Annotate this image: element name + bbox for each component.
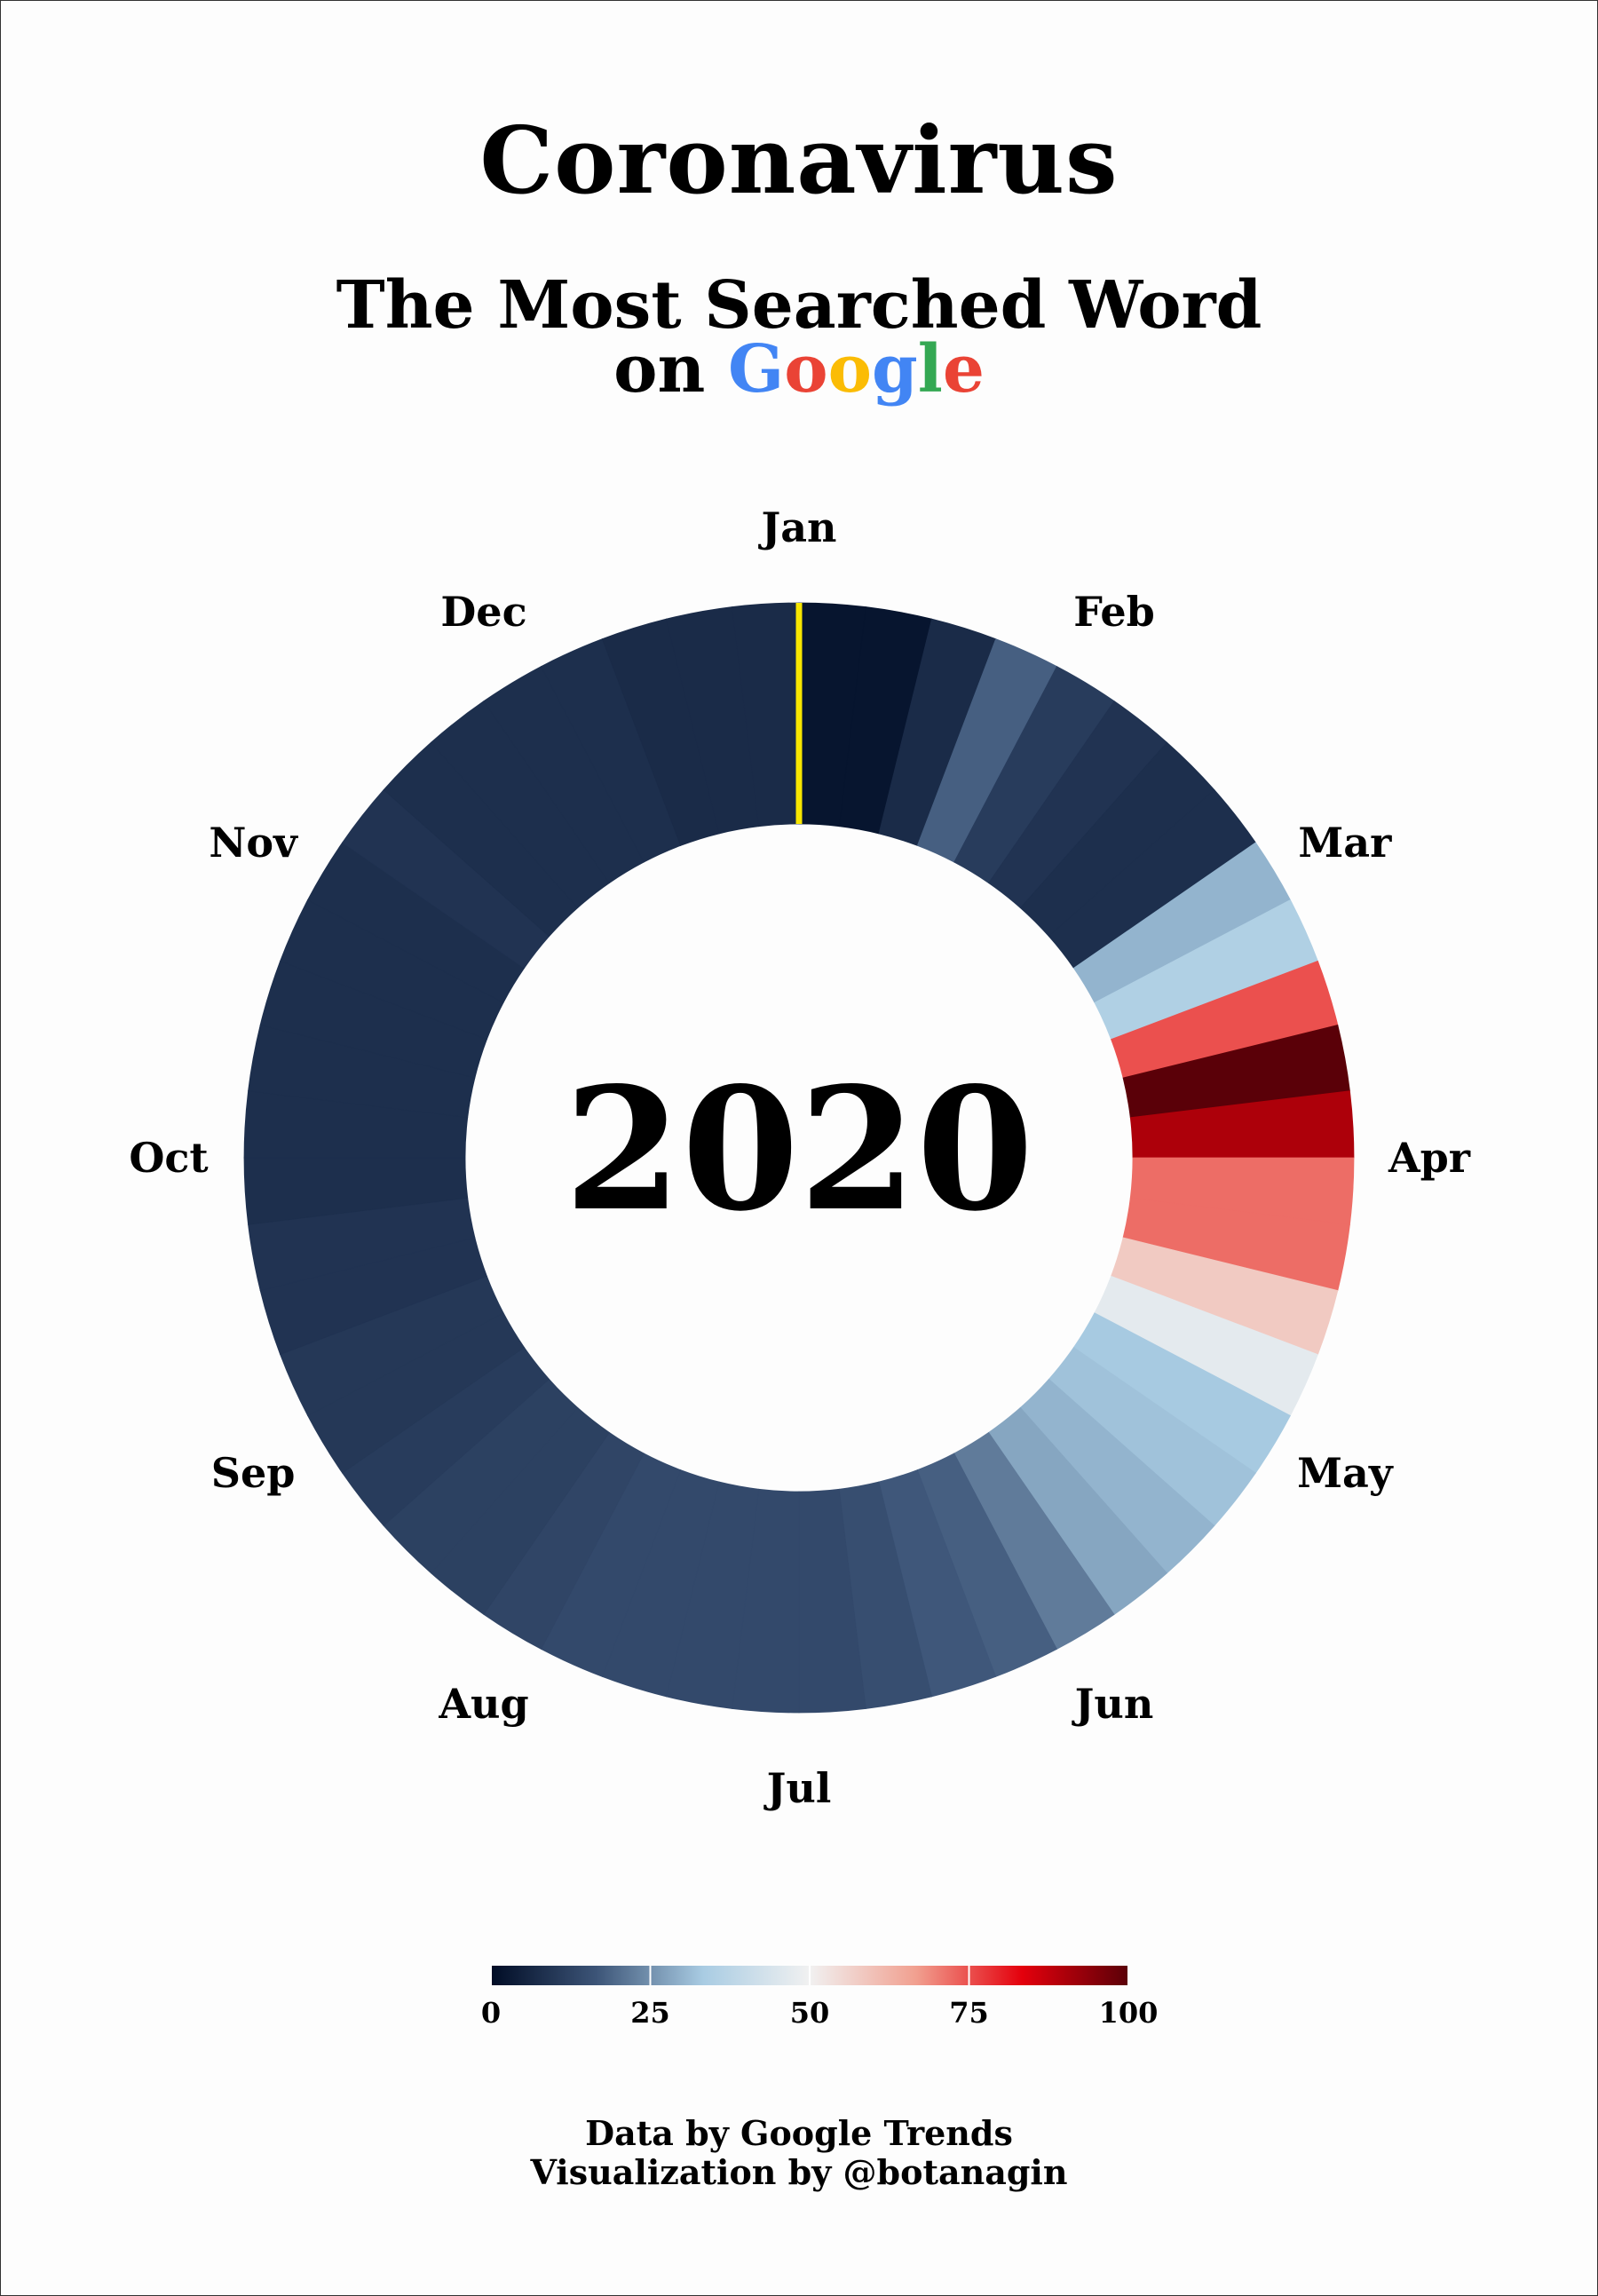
center-year: 2020: [565, 1050, 1034, 1248]
month-label: Jun: [1072, 1680, 1154, 1728]
subtitle-line-1: The Most Searched Word: [336, 267, 1262, 344]
page-title: Coronavirus: [479, 106, 1119, 215]
subtitle-line-2: on Google: [1, 331, 1597, 408]
google-letter: e: [942, 331, 985, 408]
colorbar-tick-label: 50: [790, 1996, 830, 2030]
colorbar: 0 25 50 75 100: [481, 1966, 1159, 2030]
credits-data-source: Data by Google Trends: [585, 2113, 1013, 2153]
month-label: Dec: [440, 588, 526, 636]
month-label: May: [1297, 1449, 1394, 1497]
colorbar-tick-label: 0: [481, 1996, 501, 2030]
month-label: Feb: [1073, 588, 1155, 636]
google-letter: o: [784, 331, 828, 408]
colorbar-tick-label: 100: [1099, 1996, 1159, 2030]
month-label: Jul: [763, 1764, 832, 1812]
month-label: Apr: [1388, 1134, 1471, 1182]
google-wordmark: Google: [728, 331, 985, 408]
month-label: Oct: [129, 1134, 209, 1182]
google-letter: o: [827, 331, 872, 408]
month-label: Aug: [438, 1680, 528, 1728]
month-label: Jan: [757, 503, 836, 551]
week-ring: [243, 602, 1355, 1714]
colorbar-tick-label: 25: [630, 1996, 670, 2030]
month-label: Mar: [1298, 819, 1392, 867]
month-labels: Jan Feb Mar Apr May Jun Jul Aug Sep Oct Nov Dec: [129, 503, 1470, 1812]
subtitle-on: on: [613, 331, 729, 408]
credits: Data by Google Trends Visualization by @…: [1, 2114, 1597, 2192]
month-label: Nov: [209, 819, 298, 867]
month-label: Sep: [211, 1449, 296, 1497]
credits-author: Visualization by @botanagin: [530, 2152, 1068, 2192]
google-letter: G: [728, 331, 785, 408]
google-letter: l: [917, 331, 943, 408]
google-letter: g: [871, 331, 918, 408]
colorbar-ticks: 0 25 50 75 100: [481, 1966, 1159, 2030]
colorbar-tick-label: 75: [949, 1996, 989, 2030]
